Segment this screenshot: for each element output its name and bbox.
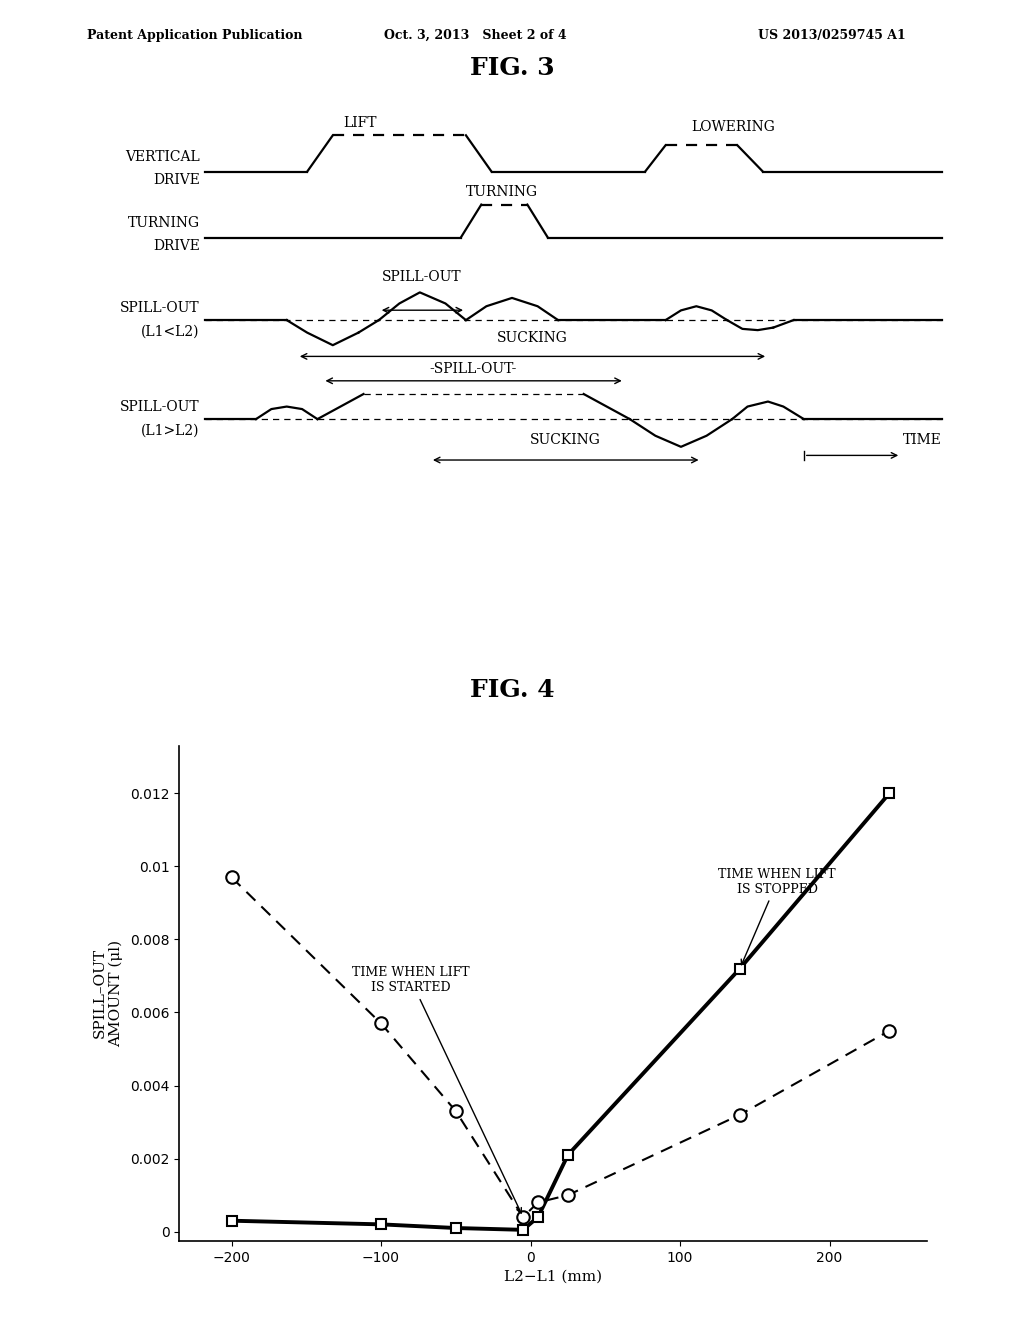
- Text: TURNING: TURNING: [128, 216, 200, 230]
- Text: SPILL-OUT: SPILL-OUT: [382, 269, 462, 284]
- Text: TIME: TIME: [903, 433, 942, 446]
- Text: (L1<L2): (L1<L2): [141, 325, 200, 339]
- Text: SPILL-OUT: SPILL-OUT: [120, 301, 200, 315]
- Text: SUCKING: SUCKING: [529, 433, 601, 446]
- Text: SPILL-OUT: SPILL-OUT: [120, 400, 200, 414]
- Text: LIFT: LIFT: [343, 116, 377, 129]
- Text: DRIVE: DRIVE: [153, 173, 200, 186]
- Y-axis label: SPILL–OUT
AMOUNT (μl): SPILL–OUT AMOUNT (μl): [92, 940, 123, 1047]
- Text: FIG. 3: FIG. 3: [470, 55, 554, 81]
- Text: TIME WHEN LIFT
IS STARTED: TIME WHEN LIFT IS STARTED: [352, 966, 521, 1213]
- Text: (L1>L2): (L1>L2): [141, 424, 200, 438]
- Text: Oct. 3, 2013   Sheet 2 of 4: Oct. 3, 2013 Sheet 2 of 4: [384, 29, 566, 42]
- Text: SUCKING: SUCKING: [497, 331, 568, 345]
- Text: US 2013/0259745 A1: US 2013/0259745 A1: [758, 29, 905, 42]
- Text: TIME WHEN LIFT
IS STOPPED: TIME WHEN LIFT IS STOPPED: [719, 867, 836, 965]
- Text: LOWERING: LOWERING: [691, 120, 775, 133]
- Text: TURNING: TURNING: [466, 185, 538, 199]
- Text: -SPILL-OUT-: -SPILL-OUT-: [429, 362, 517, 376]
- Text: DRIVE: DRIVE: [153, 239, 200, 252]
- Text: VERTICAL: VERTICAL: [125, 150, 200, 164]
- Text: Patent Application Publication: Patent Application Publication: [87, 29, 302, 42]
- Text: FIG. 4: FIG. 4: [470, 678, 554, 702]
- X-axis label: L2−L1 (mm): L2−L1 (mm): [504, 1270, 602, 1284]
